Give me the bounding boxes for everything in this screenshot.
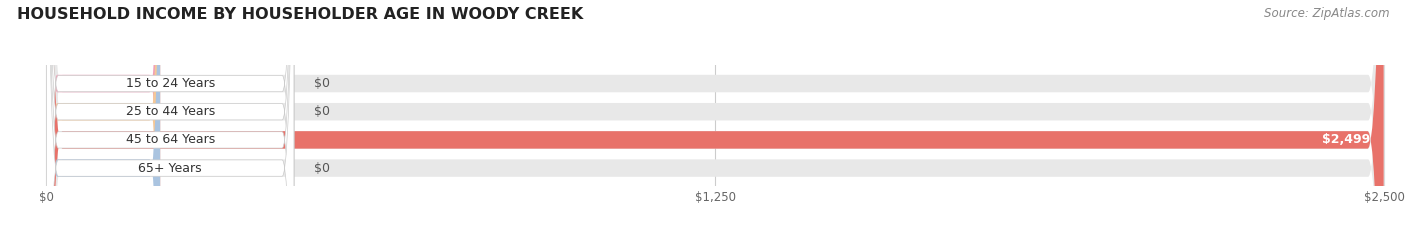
FancyBboxPatch shape — [46, 0, 294, 233]
Text: 45 to 64 Years: 45 to 64 Years — [125, 134, 215, 146]
FancyBboxPatch shape — [46, 0, 1384, 233]
FancyBboxPatch shape — [46, 0, 294, 233]
Text: 65+ Years: 65+ Years — [138, 161, 202, 175]
FancyBboxPatch shape — [46, 0, 1384, 233]
FancyBboxPatch shape — [46, 0, 1384, 233]
FancyBboxPatch shape — [46, 0, 1384, 233]
Text: $0: $0 — [314, 77, 330, 90]
FancyBboxPatch shape — [46, 0, 160, 233]
FancyBboxPatch shape — [46, 0, 160, 233]
Text: HOUSEHOLD INCOME BY HOUSEHOLDER AGE IN WOODY CREEK: HOUSEHOLD INCOME BY HOUSEHOLDER AGE IN W… — [17, 7, 583, 22]
Text: Source: ZipAtlas.com: Source: ZipAtlas.com — [1264, 7, 1389, 20]
Text: $0: $0 — [314, 105, 330, 118]
FancyBboxPatch shape — [46, 0, 294, 233]
Text: $2,499: $2,499 — [1322, 134, 1371, 146]
Text: 25 to 44 Years: 25 to 44 Years — [125, 105, 215, 118]
Text: $0: $0 — [314, 161, 330, 175]
FancyBboxPatch shape — [46, 0, 1384, 233]
FancyBboxPatch shape — [46, 0, 294, 233]
FancyBboxPatch shape — [46, 0, 160, 233]
Text: 15 to 24 Years: 15 to 24 Years — [125, 77, 215, 90]
